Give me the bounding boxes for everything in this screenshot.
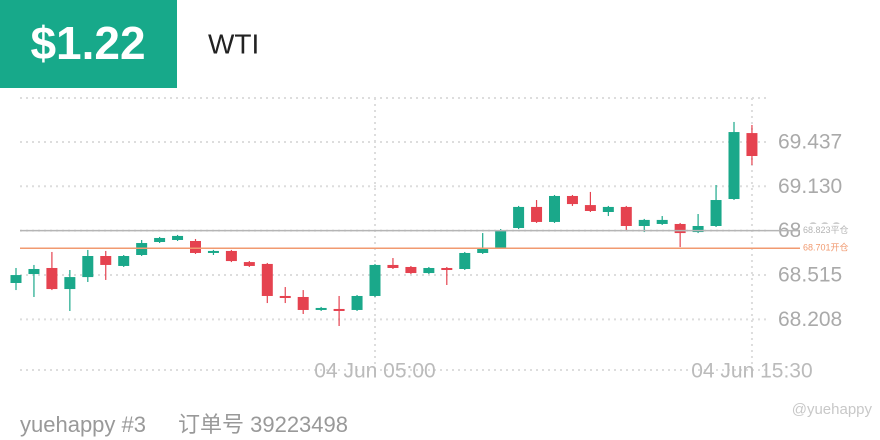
reference-label: 68.823平仓 (803, 224, 849, 235)
candle-body (566, 195, 578, 205)
candle-body (225, 250, 237, 262)
x-tick-label: 04 Jun 05:00 (314, 360, 435, 383)
candle-body (82, 256, 94, 278)
reference-label-bg (800, 241, 862, 256)
candle-body (692, 225, 704, 233)
x-tick-label: 04 Jun 15:30 (691, 360, 812, 383)
candle-body (261, 263, 273, 296)
candle-body (387, 264, 399, 268)
y-tick-label: 68.208 (778, 308, 842, 331)
candle-body (513, 206, 525, 229)
user: yuehappy #3 (20, 412, 146, 437)
candle-body (279, 295, 291, 298)
candle-body (100, 256, 112, 265)
order-number: 订单号 39223498 (178, 412, 348, 437)
watermark: @yuehappy (792, 401, 873, 418)
candle-body (459, 252, 471, 269)
candle-body (297, 296, 309, 310)
candle-body (584, 205, 596, 211)
y-tick-label: 69.437 (778, 131, 842, 154)
candle-body (495, 230, 507, 249)
candle-body (620, 206, 632, 226)
price-badge (0, 0, 177, 88)
candle-body (333, 308, 345, 311)
candle-body (243, 262, 255, 266)
candle-body (656, 219, 668, 224)
reference-label: 68.701开仓 (803, 242, 849, 253)
y-tick-label: 68.515 (778, 264, 842, 287)
candle-body (351, 295, 363, 310)
candle-body (28, 268, 40, 275)
candle-body (549, 195, 560, 222)
candle-body (315, 307, 327, 310)
candle-body (118, 256, 130, 266)
candle-body (441, 267, 453, 271)
candle-body (531, 206, 543, 222)
candle-body (154, 237, 166, 243)
candle-body (46, 267, 58, 290)
candle-body (10, 275, 22, 283)
price: $1.22 (30, 17, 145, 69)
candle-body (746, 133, 758, 157)
candle-body (369, 264, 381, 296)
candle-body (172, 235, 184, 240)
candle-body (405, 266, 417, 274)
candle-body (207, 250, 219, 253)
candle-body (710, 200, 722, 226)
candle-body (423, 267, 435, 274)
candle-body (64, 277, 76, 290)
candle-body (674, 223, 686, 234)
candle-body (638, 219, 650, 226)
candle-body (190, 240, 201, 253)
candle-body (602, 206, 614, 212)
candle-body (728, 132, 740, 200)
reference-label-bg (800, 223, 862, 238)
y-tick-label: 69.130 (778, 175, 842, 198)
symbol: WTI (208, 28, 259, 59)
candle-body (477, 248, 489, 253)
candle-body (136, 243, 148, 255)
